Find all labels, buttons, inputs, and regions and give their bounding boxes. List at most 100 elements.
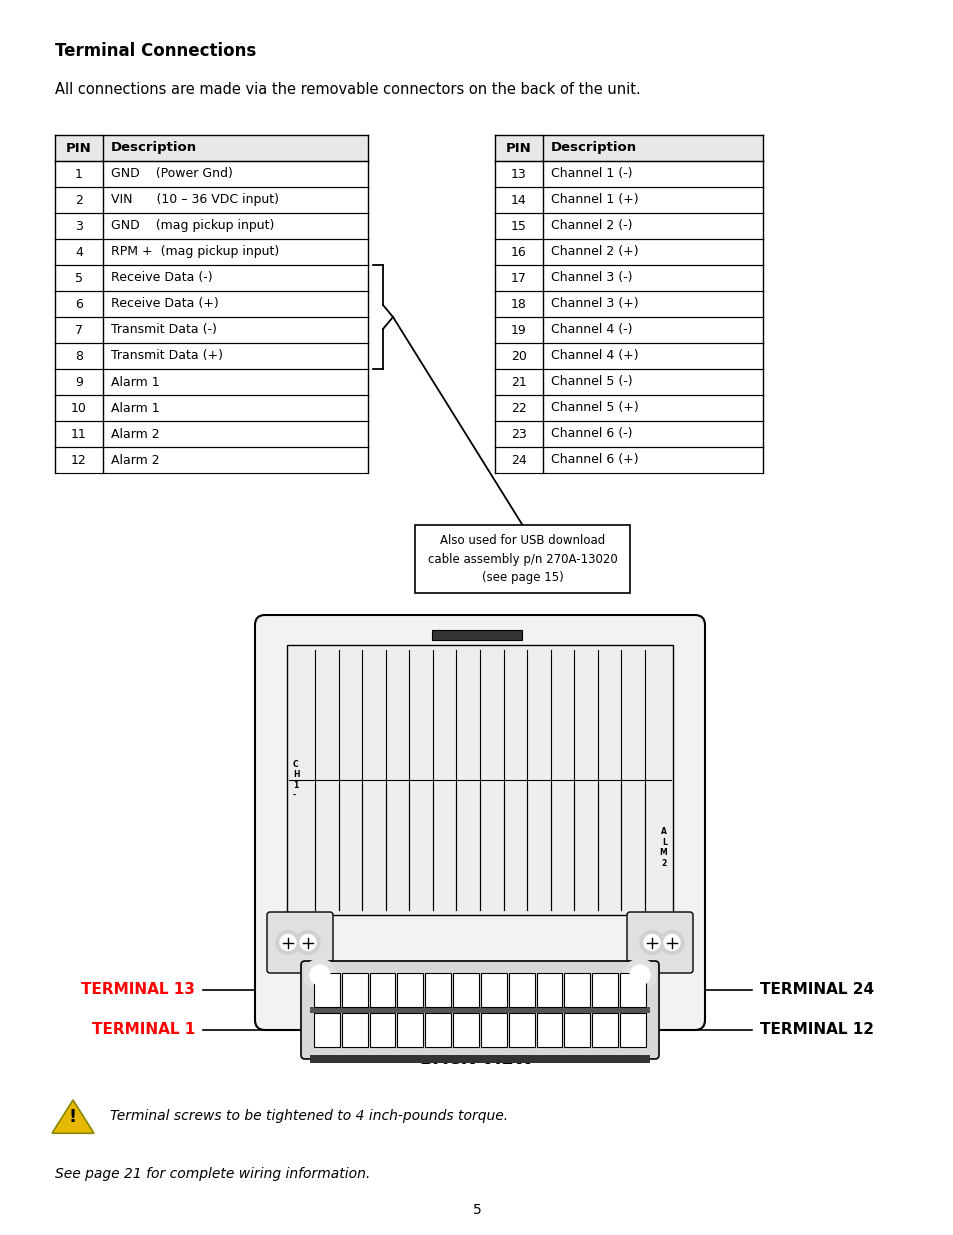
Bar — [314, 973, 339, 1007]
Text: Receive Data (+): Receive Data (+) — [111, 298, 218, 310]
Bar — [592, 1013, 618, 1047]
Text: Alarm 2: Alarm 2 — [111, 453, 159, 467]
Text: Channel 2 (+): Channel 2 (+) — [551, 246, 638, 258]
Text: Channel 4 (-): Channel 4 (-) — [551, 324, 632, 336]
Text: A
L
M
2: A L M 2 — [659, 827, 666, 868]
Text: Channel 6 (-): Channel 6 (-) — [551, 427, 632, 441]
Circle shape — [280, 935, 295, 951]
Text: 4: 4 — [75, 246, 83, 258]
Text: 13: 13 — [511, 168, 526, 180]
Bar — [310, 1055, 649, 1063]
Text: See page 21 for complete wiring information.: See page 21 for complete wiring informat… — [55, 1167, 370, 1181]
Bar — [425, 973, 451, 1007]
Bar — [480, 973, 506, 1007]
Bar — [495, 135, 762, 161]
Text: Transmit Data (-): Transmit Data (-) — [111, 324, 216, 336]
Text: Description: Description — [111, 142, 197, 154]
Text: 5: 5 — [75, 272, 83, 284]
Polygon shape — [52, 1100, 94, 1134]
Circle shape — [304, 960, 335, 990]
Circle shape — [643, 935, 659, 951]
Text: Channel 3 (+): Channel 3 (+) — [551, 298, 638, 310]
Text: 11: 11 — [71, 427, 87, 441]
Text: TERMINAL 24: TERMINAL 24 — [760, 983, 873, 998]
Text: 2: 2 — [75, 194, 83, 206]
Text: 1: 1 — [75, 168, 83, 180]
Bar — [415, 525, 629, 593]
Text: GND    (Power Gnd): GND (Power Gnd) — [111, 168, 233, 180]
Bar — [564, 1013, 590, 1047]
Text: 19: 19 — [511, 324, 526, 336]
Bar — [397, 1013, 423, 1047]
Bar — [453, 1013, 478, 1047]
Text: VIN      (10 – 36 VDC input): VIN (10 – 36 VDC input) — [111, 194, 278, 206]
Text: 3: 3 — [75, 220, 83, 232]
Text: BACK VIEW: BACK VIEW — [420, 1050, 533, 1068]
Bar — [619, 1013, 645, 1047]
Text: Alarm 1: Alarm 1 — [111, 401, 159, 415]
Circle shape — [629, 965, 649, 986]
Bar — [453, 973, 478, 1007]
Text: All connections are made via the removable connectors on the back of the unit.: All connections are made via the removab… — [55, 82, 640, 98]
Text: PIN: PIN — [66, 142, 91, 154]
Bar — [592, 973, 618, 1007]
Bar — [397, 973, 423, 1007]
Circle shape — [639, 930, 663, 955]
Text: !: ! — [69, 1109, 77, 1126]
Bar — [287, 645, 672, 915]
Circle shape — [295, 930, 319, 955]
Text: 10: 10 — [71, 401, 87, 415]
Text: 6: 6 — [75, 298, 83, 310]
Text: Channel 5 (-): Channel 5 (-) — [551, 375, 632, 389]
Circle shape — [659, 930, 683, 955]
Text: TERMINAL 1: TERMINAL 1 — [91, 1023, 194, 1037]
Text: Channel 5 (+): Channel 5 (+) — [551, 401, 639, 415]
Bar — [55, 135, 368, 161]
Bar — [537, 1013, 562, 1047]
Text: 15: 15 — [511, 220, 526, 232]
Text: 7: 7 — [75, 324, 83, 336]
Text: Channel 3 (-): Channel 3 (-) — [551, 272, 632, 284]
Text: Description: Description — [551, 142, 637, 154]
Text: TERMINAL 13: TERMINAL 13 — [81, 983, 194, 998]
Text: Channel 1 (+): Channel 1 (+) — [551, 194, 638, 206]
Circle shape — [663, 935, 679, 951]
FancyBboxPatch shape — [254, 615, 704, 1030]
Text: 12: 12 — [71, 453, 87, 467]
Bar — [508, 973, 534, 1007]
Text: 14: 14 — [511, 194, 526, 206]
Text: 5: 5 — [472, 1203, 481, 1216]
Text: RPM +  (mag pickup input): RPM + (mag pickup input) — [111, 246, 279, 258]
Text: PIN: PIN — [506, 142, 532, 154]
Bar — [425, 1013, 451, 1047]
Bar — [310, 1007, 649, 1013]
Circle shape — [310, 965, 330, 986]
Bar — [537, 973, 562, 1007]
Circle shape — [275, 930, 299, 955]
Text: 22: 22 — [511, 401, 526, 415]
Text: GND    (mag pickup input): GND (mag pickup input) — [111, 220, 274, 232]
Text: Channel 6 (+): Channel 6 (+) — [551, 453, 638, 467]
Circle shape — [623, 960, 656, 990]
Text: TERMINAL 12: TERMINAL 12 — [760, 1023, 873, 1037]
Text: 21: 21 — [511, 375, 526, 389]
Bar — [432, 630, 521, 640]
Text: Channel 2 (-): Channel 2 (-) — [551, 220, 632, 232]
Text: 20: 20 — [511, 350, 526, 363]
Text: 23: 23 — [511, 427, 526, 441]
Bar — [619, 973, 645, 1007]
Bar — [369, 1013, 395, 1047]
Bar — [369, 973, 395, 1007]
Bar — [341, 973, 367, 1007]
Text: 8: 8 — [75, 350, 83, 363]
Text: Channel 4 (+): Channel 4 (+) — [551, 350, 638, 363]
Bar — [564, 973, 590, 1007]
Bar — [341, 1013, 367, 1047]
Text: 9: 9 — [75, 375, 83, 389]
Bar — [480, 1013, 506, 1047]
Circle shape — [299, 935, 315, 951]
Text: C
H
1
-: C H 1 - — [293, 760, 299, 800]
Text: Terminal screws to be tightened to 4 inch-pounds torque.: Terminal screws to be tightened to 4 inc… — [110, 1109, 508, 1123]
Text: Transmit Data (+): Transmit Data (+) — [111, 350, 223, 363]
Bar — [508, 1013, 534, 1047]
